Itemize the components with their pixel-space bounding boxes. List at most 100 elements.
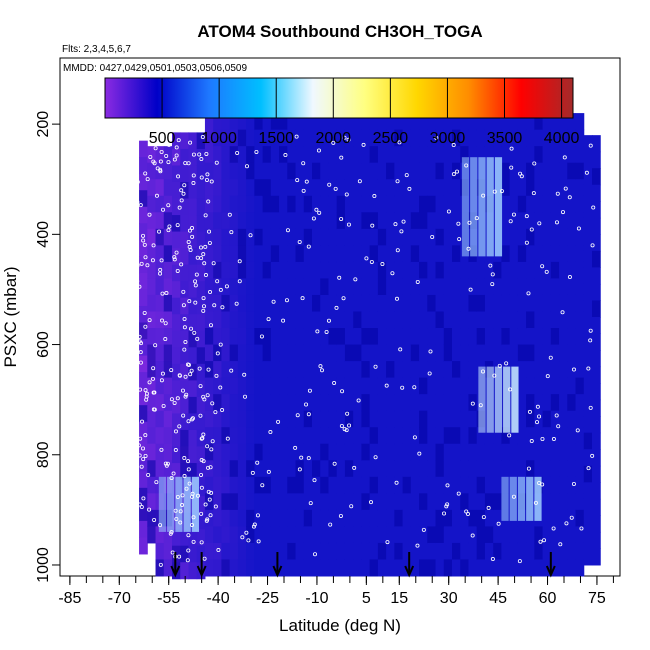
sample-point	[446, 209, 451, 214]
heatmap-cell	[155, 361, 165, 379]
heatmap-cell	[344, 559, 354, 577]
sample-point	[216, 548, 221, 553]
heatmap-cell	[139, 289, 148, 307]
heatmap-cell	[320, 162, 329, 180]
heatmap-cell	[328, 427, 338, 445]
heatmap-cell	[542, 311, 552, 329]
sample-point	[468, 287, 473, 292]
heatmap-cell	[188, 429, 198, 447]
heatmap-cell	[377, 377, 387, 395]
heatmap-cell	[312, 113, 321, 131]
heatmap-cell	[139, 355, 148, 373]
sample-point	[551, 526, 556, 531]
sample-point	[148, 138, 153, 143]
heatmap-cell	[443, 377, 453, 395]
heatmap-cell	[410, 179, 420, 197]
heatmap-cell	[583, 482, 593, 500]
heatmap-cell	[394, 493, 404, 511]
heatmap-cell	[452, 212, 461, 230]
heatmap-cell	[509, 311, 519, 329]
heatmap-cell	[592, 449, 601, 467]
heatmap-cell	[303, 542, 313, 560]
heatmap-cell	[534, 559, 544, 577]
heatmap-cell	[394, 195, 404, 213]
heatmap-cell	[172, 281, 181, 299]
heatmap-cell	[221, 427, 231, 445]
heatmap-cell	[460, 476, 469, 494]
sample-point	[151, 159, 156, 164]
heatmap-cell	[583, 201, 593, 219]
heatmap-cell	[196, 463, 206, 481]
sample-point	[575, 428, 580, 433]
sample-point	[401, 219, 406, 224]
sample-point	[201, 394, 206, 399]
heatmap-cell	[237, 129, 247, 147]
heatmap-cell	[509, 146, 519, 164]
heatmap-cell	[155, 146, 165, 164]
sample-point	[147, 380, 152, 385]
sample-point	[150, 258, 155, 263]
heatmap-cell	[237, 179, 247, 197]
heatmap-cell	[344, 328, 354, 346]
heatmap-cell	[353, 410, 362, 428]
sample-point	[340, 389, 345, 394]
sample-point	[176, 138, 181, 143]
x-tick-label: -10	[305, 590, 328, 607]
sample-point	[486, 505, 491, 510]
heatmap-cell	[270, 294, 280, 312]
heatmap-cell	[279, 493, 288, 511]
heatmap-cell	[452, 394, 461, 412]
heatmap-cell	[295, 377, 305, 395]
heatmap-cell	[246, 261, 255, 279]
heatmap-cell	[509, 294, 519, 312]
heatmap-cell	[534, 129, 544, 147]
sample-point	[160, 291, 165, 296]
heatmap-cell	[493, 328, 502, 346]
heatmap-cell	[361, 162, 371, 180]
heatmap-cell	[452, 410, 461, 428]
sample-point	[417, 451, 422, 456]
heatmap-cell	[468, 328, 478, 346]
heatmap-cell	[460, 146, 469, 164]
heatmap-cell	[427, 278, 437, 296]
heatmap-cell	[452, 129, 461, 147]
sample-point	[182, 347, 187, 352]
heatmap-cell	[443, 113, 453, 131]
sample-point	[165, 461, 170, 466]
heatmap-cell	[353, 493, 362, 511]
heatmap-cell	[312, 179, 321, 197]
heatmap-cell	[155, 559, 165, 577]
heatmap-cell	[344, 476, 354, 494]
sample-point	[160, 318, 165, 323]
sample-point	[179, 188, 184, 193]
heatmap-cell	[328, 344, 338, 362]
heatmap-cell	[312, 410, 321, 428]
heatmap-cell	[534, 212, 544, 230]
heatmap-cell	[147, 212, 157, 230]
sample-point	[542, 538, 547, 543]
heatmap-cell	[377, 361, 387, 379]
heatmap-cell	[270, 245, 280, 263]
sample-point	[243, 394, 248, 399]
heatmap-cell	[237, 476, 247, 494]
heatmap-cell	[163, 212, 173, 230]
heatmap-cell	[452, 328, 461, 346]
heatmap-cell	[188, 413, 198, 431]
heatmap-cell	[369, 212, 379, 230]
heatmap-cell	[443, 394, 453, 412]
heatmap-cell	[452, 559, 461, 577]
y-tick-label: 400	[35, 221, 52, 248]
heatmap-cell	[377, 559, 387, 577]
heatmap-cell	[443, 344, 453, 362]
heatmap-cell	[180, 396, 189, 414]
heatmap-cell	[526, 162, 535, 180]
heatmap-cell	[361, 212, 371, 230]
heatmap-cell	[517, 228, 527, 246]
heatmap-cell	[213, 410, 222, 428]
heatmap-cell	[443, 460, 453, 478]
heatmap-cell	[196, 479, 206, 497]
heatmap-cell	[443, 493, 453, 511]
heatmap-cell	[287, 443, 297, 461]
heatmap-cell	[476, 294, 486, 312]
sample-point	[393, 222, 398, 227]
